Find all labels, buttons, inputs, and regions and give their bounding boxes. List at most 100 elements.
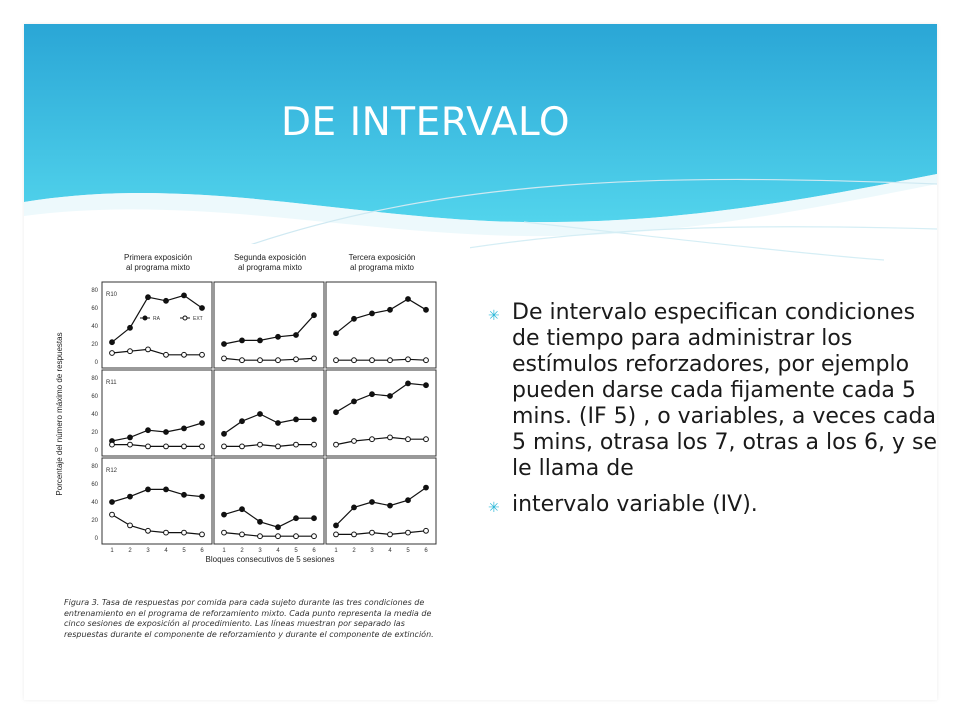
data-point-ext — [199, 351, 205, 358]
data-point-ra — [163, 429, 169, 435]
x-tick-label: 1 — [222, 548, 226, 554]
data-point-ext — [405, 436, 411, 443]
panel-frame — [213, 369, 325, 457]
data-point-ra — [369, 499, 375, 505]
data-point-ra — [311, 515, 317, 522]
x-tick-label: 2 — [352, 548, 356, 554]
x-tick-label: 1 — [110, 548, 114, 554]
data-point-ext — [127, 441, 133, 448]
series-line-ra — [223, 508, 314, 528]
y-axis-label: Porcentaje del número máximo de respuest… — [55, 332, 64, 495]
data-point-ra — [293, 416, 299, 423]
series-line-ext — [111, 514, 203, 535]
data-point-ra — [239, 418, 245, 425]
bullet-item: ✳ intervalo variable (IV). — [482, 492, 937, 518]
asterisk-bullet-icon: ✳ — [488, 308, 500, 324]
data-point-ra — [257, 337, 263, 344]
data-point-ext — [199, 443, 205, 450]
data-point-ra — [239, 337, 245, 344]
column-title: al programa mixto — [126, 263, 191, 272]
data-point-ext — [181, 351, 187, 358]
data-point-ext — [351, 531, 357, 538]
data-point-ext — [369, 436, 375, 443]
figure-caption: Figura 3. Tasa de respuestas por comida … — [64, 598, 434, 639]
data-point-ext — [333, 531, 339, 538]
data-point-ext — [333, 441, 339, 448]
data-point-ext — [333, 357, 339, 364]
data-point-ra — [387, 306, 393, 313]
data-point-ra — [275, 333, 281, 340]
bullet-list: ✳ De intervalo especifican condiciones d… — [482, 300, 937, 528]
data-point-ra — [423, 484, 429, 491]
bullet-text: De intervalo especifican condiciones de … — [512, 300, 937, 481]
data-point-ra — [163, 486, 169, 493]
y-tick-label: 60 — [91, 482, 98, 488]
data-point-ra — [257, 518, 263, 525]
legend-marker — [182, 315, 188, 321]
row-label: R12 — [106, 468, 118, 474]
legend-marker — [142, 315, 148, 321]
y-tick-label: 20 — [91, 342, 98, 348]
data-point-ra — [351, 398, 357, 405]
series-line-ra — [111, 294, 203, 343]
data-point-ext — [145, 527, 151, 534]
data-point-ra — [275, 420, 281, 426]
data-point-ext — [387, 531, 393, 538]
series-line-ra — [335, 487, 427, 526]
x-axis-label: Bloques consecutivos de 5 sesiones — [206, 555, 335, 564]
series-line-ra — [223, 413, 314, 435]
data-point-ra — [311, 416, 317, 423]
data-point-ra — [293, 515, 299, 522]
column-title: Segunda exposición — [234, 253, 306, 262]
x-tick-label: 6 — [200, 548, 204, 554]
data-point-ext — [423, 357, 429, 364]
data-point-ext — [221, 443, 227, 450]
x-tick-label: 6 — [424, 548, 428, 554]
data-point-ra — [405, 296, 411, 302]
data-point-ra — [405, 497, 411, 504]
y-tick-label: 0 — [95, 536, 99, 542]
x-tick-label: 3 — [258, 548, 262, 554]
data-point-ext — [275, 533, 281, 540]
data-point-ext — [221, 355, 227, 362]
data-point-ext — [239, 531, 245, 538]
data-point-ra — [333, 330, 339, 337]
data-point-ra — [369, 310, 375, 317]
data-point-ra — [127, 324, 133, 331]
data-point-ext — [387, 434, 393, 441]
data-point-ext — [293, 441, 299, 448]
data-point-ext — [387, 357, 393, 364]
y-tick-label: 40 — [91, 412, 98, 418]
data-point-ext — [239, 357, 245, 364]
data-point-ext — [351, 357, 357, 364]
y-tick-label: 80 — [91, 376, 98, 382]
data-point-ra — [181, 292, 187, 299]
data-point-ext — [163, 351, 169, 358]
figure-panel: Primera exposición al programa mixto Segun… — [50, 244, 470, 674]
data-point-ext — [423, 527, 429, 534]
y-tick-label: 80 — [91, 464, 98, 470]
data-point-ra — [145, 294, 151, 301]
slide: DE INTERVALO Primera exposición al progra… — [24, 24, 937, 700]
data-point-ra — [145, 486, 151, 493]
data-point-ra — [275, 524, 281, 531]
data-point-ra — [257, 411, 263, 417]
data-point-ra — [311, 312, 317, 319]
y-tick-label: 80 — [91, 288, 98, 294]
data-point-ext — [257, 357, 263, 364]
data-point-ra — [351, 504, 357, 511]
x-tick-label: 5 — [294, 548, 298, 554]
data-point-ra — [127, 434, 133, 441]
series-line-ext — [336, 358, 427, 361]
data-point-ra — [109, 339, 115, 346]
data-point-ext — [275, 443, 281, 450]
x-tick-label: 4 — [164, 548, 168, 554]
data-point-ext — [369, 529, 375, 536]
data-point-ext — [275, 357, 281, 364]
data-point-ext — [369, 357, 375, 364]
x-tick-label: 4 — [276, 548, 280, 554]
data-point-ra — [127, 493, 133, 500]
panel-frame — [101, 457, 213, 545]
row-label: R10 — [106, 292, 118, 298]
